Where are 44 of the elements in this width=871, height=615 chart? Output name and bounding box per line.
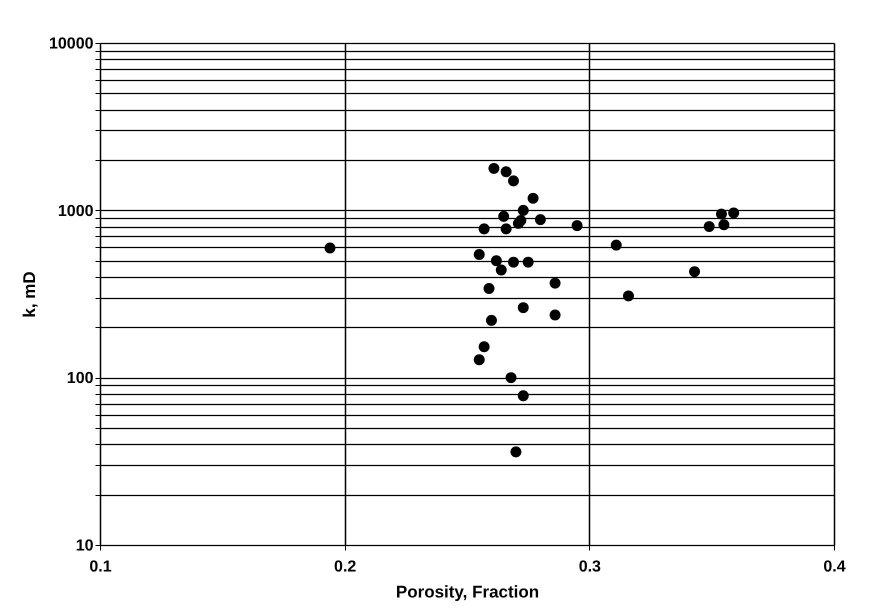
point xyxy=(500,166,512,178)
point xyxy=(478,341,490,352)
x-tick-label: 0.2 xyxy=(334,558,356,576)
point xyxy=(512,218,524,229)
point xyxy=(623,290,634,302)
x-tick-label: 0.1 xyxy=(89,558,112,576)
x-tick-label: 0.4 xyxy=(823,558,846,576)
point xyxy=(488,162,500,174)
x-axis-title: Porosity, Fraction xyxy=(396,582,540,602)
point xyxy=(528,192,539,204)
point xyxy=(490,255,502,266)
point xyxy=(689,266,700,278)
point xyxy=(716,208,727,220)
x-tick-label: 0.3 xyxy=(578,558,602,576)
point xyxy=(500,223,512,234)
point xyxy=(534,214,546,226)
y-tick-label: 100 xyxy=(66,370,94,388)
point xyxy=(718,219,730,230)
point xyxy=(518,204,529,216)
point xyxy=(728,207,740,218)
point xyxy=(518,390,529,402)
point xyxy=(478,223,490,234)
y-axis-title: k, mD xyxy=(20,271,40,318)
point xyxy=(324,242,336,254)
point xyxy=(704,221,715,232)
point xyxy=(486,314,497,326)
point xyxy=(506,372,517,384)
point xyxy=(474,248,485,260)
point xyxy=(550,278,561,289)
y-tick-label: 1000 xyxy=(58,202,94,220)
point xyxy=(498,210,510,222)
point xyxy=(518,302,529,314)
point xyxy=(508,256,519,268)
y-tick-label: 10000 xyxy=(49,36,94,52)
point xyxy=(474,354,485,366)
point xyxy=(508,175,519,186)
point xyxy=(484,283,494,294)
y-tick-label: 10 xyxy=(76,538,94,554)
point xyxy=(522,256,534,268)
point xyxy=(496,264,507,276)
point xyxy=(610,240,622,251)
point xyxy=(510,446,522,458)
point xyxy=(550,309,561,320)
point xyxy=(572,220,583,232)
